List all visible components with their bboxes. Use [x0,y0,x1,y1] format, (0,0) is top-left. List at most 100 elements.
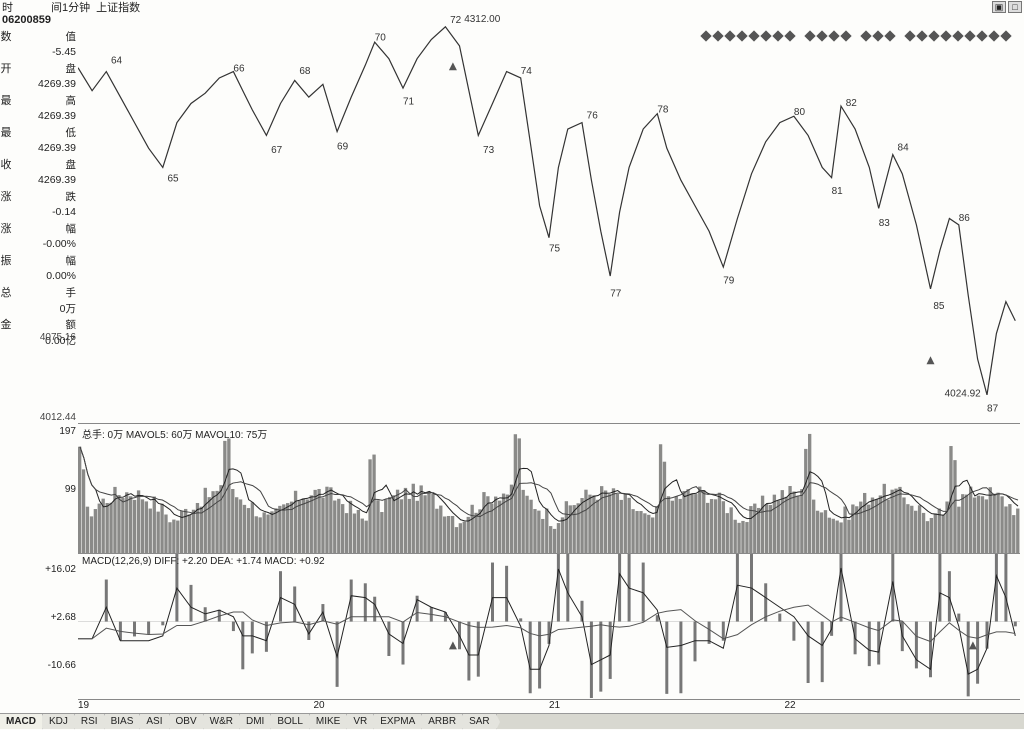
wave-label-87: 87 [987,403,999,414]
macd-y-1: +16.02 [36,564,76,575]
sidebar-cn2: 盘 [12,61,78,76]
wave-label-85: 85 [933,301,945,312]
sidebar-cn2: 跌 [12,189,78,204]
sidebar-cn1: 涨 [0,220,12,236]
tab-dmi[interactable]: DMI [240,714,271,729]
time-axis: 19202122 [78,700,1020,714]
sidebar-cn1: 收 [0,156,12,172]
diamond-marker [772,30,783,41]
sidebar-cn2: 幅 [12,221,78,236]
time-label: 时 [2,0,13,15]
wave-label-79: 79 [723,276,735,287]
diamond-marker [804,30,815,41]
wave-label-77: 77 [610,288,622,299]
wave-label-82: 82 [846,98,858,109]
y-label-4012: 4012.44 [30,412,76,423]
time-tick: 19 [78,700,89,711]
sidebar-cn2: 手 [12,285,78,300]
diamond-marker [1000,30,1011,41]
sidebar-val: 4269.39 [0,110,78,122]
low-label: 4024.92 [945,388,982,399]
sidebar-cn1: 开 [0,60,12,76]
arrow-up-icon [449,62,457,70]
diamond-marker [724,30,735,41]
wave-label-75: 75 [549,244,561,255]
tab-kdj[interactable]: KDJ [43,714,75,729]
tab-vr[interactable]: VR [347,714,374,729]
peak-label: 4312.00 [464,14,501,25]
wave-label-66: 66 [233,63,245,74]
tab-macd[interactable]: MACD [0,714,43,729]
diamond-marker [860,30,871,41]
macd-y-3: -10.66 [36,660,76,671]
window-buttons: ▣ □ [992,1,1024,13]
index-name: 上证指数 [96,0,140,15]
diamond-marker [928,30,939,41]
sidebar-cn1: 振 [0,252,12,268]
wave-label-80: 80 [794,107,806,118]
tab-sar[interactable]: SAR [463,714,497,729]
stock-code: 06200859 [2,14,51,26]
diamond-marker [872,30,883,41]
macd-arrow-up-icon [449,641,457,649]
tab-expma[interactable]: EXPMA [374,714,422,729]
diamond-marker [952,30,963,41]
diamond-marker [748,30,759,41]
diamond-marker [840,30,851,41]
tab-obv[interactable]: OBV [170,714,204,729]
sidebar-cn1: 最 [0,124,12,140]
arrow-up-icon [927,356,935,364]
window-maximize-button[interactable]: □ [1008,1,1022,13]
tab-rsi[interactable]: RSI [75,714,105,729]
tab-asi[interactable]: ASI [140,714,169,729]
sidebar-val: 4269.39 [0,142,78,154]
wave-label-68: 68 [299,66,311,77]
sidebar-val: 0万 [0,301,78,316]
tab-wr[interactable]: W&R [204,714,240,729]
macd-header: MACD(12,26,9) DIFF: +2.20 DEA: +1.74 MAC… [82,556,325,567]
wave-label-74: 74 [521,66,533,77]
diamond-markers [702,32,1010,40]
price-chart[interactable]: 4312.004024.9264656667686970717273747576… [78,14,1020,424]
diamond-marker [712,30,723,41]
info-sidebar: 数值-5.45开盘4269.39最高4269.39最低4269.39收盘4269… [0,28,78,348]
diamond-marker [988,30,999,41]
tab-bias[interactable]: BIAS [105,714,141,729]
window-restore-button[interactable]: ▣ [992,1,1006,13]
diamond-marker [828,30,839,41]
sidebar-cn2: 高 [12,93,78,108]
wave-label-69: 69 [337,141,349,152]
diamond-marker [816,30,827,41]
diamond-marker [916,30,927,41]
wave-label-84: 84 [898,143,910,154]
sidebar-val: 4269.39 [0,174,78,186]
wave-label-86: 86 [959,213,971,224]
sidebar-cn1: 总 [0,284,12,300]
wave-label-81: 81 [832,186,844,197]
macd-chart[interactable]: MACD(12,26,9) DIFF: +2.20 DEA: +1.74 MAC… [78,554,1020,700]
wave-label-65: 65 [167,173,179,184]
volume-chart[interactable]: 总手: 0万 MAVOL5: 60万 MAVOL10: 75万 197 99 [78,424,1020,554]
wave-label-83: 83 [879,218,891,229]
wave-label-71: 71 [403,97,415,108]
indicator-tabs: MACDKDJRSIBIASASIOBVW&RDMIBOLLMIKEVREXPM… [0,713,1024,729]
top-bar: 时 间1分钟 上证指数 ▣ □ [0,0,1024,14]
sidebar-cn2: 额 [12,317,78,332]
sidebar-val: -0.14 [0,206,78,218]
time-tick: 22 [785,700,796,711]
sidebar-cn1: 数 [0,28,12,44]
interval-label: 间1分钟 [51,0,90,15]
diamond-marker [940,30,951,41]
tab-boll[interactable]: BOLL [271,714,310,729]
tab-arbr[interactable]: ARBR [422,714,463,729]
diamond-marker [976,30,987,41]
wave-label-64: 64 [111,56,123,67]
diamond-marker [964,30,975,41]
wave-label-70: 70 [375,33,387,44]
wave-label-78: 78 [657,104,669,115]
wave-label-76: 76 [587,111,599,122]
macd-arrow-up-icon [969,641,977,649]
sidebar-cn2: 幅 [12,253,78,268]
sidebar-val: 4269.39 [0,78,78,90]
tab-mike[interactable]: MIKE [310,714,347,729]
